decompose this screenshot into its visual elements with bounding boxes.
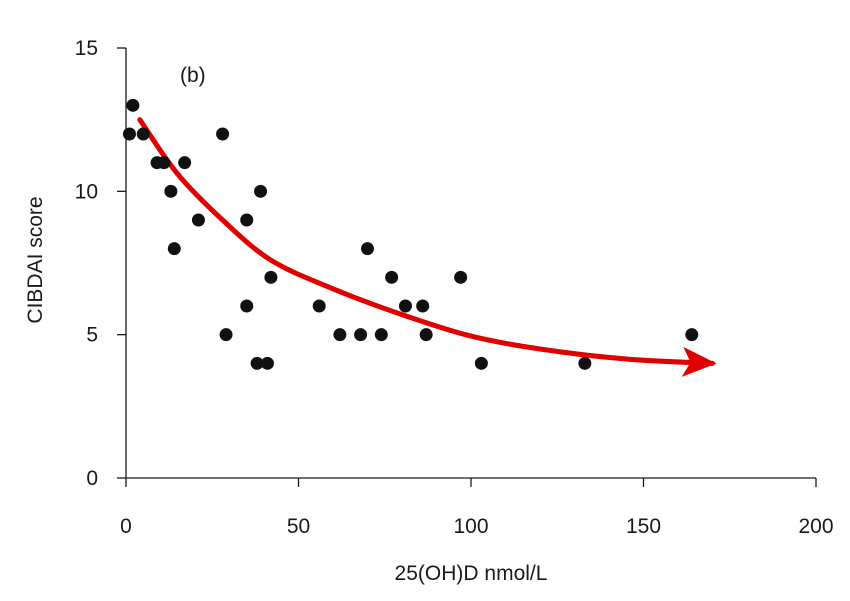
trend-curve — [137, 117, 715, 366]
y-tick-label: 0 — [86, 467, 98, 490]
trend-arrow-group — [137, 117, 717, 377]
data-points — [122, 98, 699, 370]
data-point — [374, 328, 388, 342]
panel-label: (b) — [180, 64, 206, 87]
trend-arrowhead — [681, 346, 717, 377]
y-tick-label: 5 — [86, 324, 98, 347]
x-tick-label: 100 — [453, 515, 488, 538]
data-point — [333, 328, 347, 342]
x-tick-label: 0 — [120, 515, 132, 538]
data-point — [260, 356, 274, 370]
x-tick-label: 200 — [798, 515, 833, 538]
data-point — [312, 299, 326, 313]
y-tick-label: 10 — [75, 180, 98, 203]
data-point — [264, 270, 278, 284]
data-point — [136, 127, 150, 141]
data-point — [361, 242, 374, 256]
data-point — [474, 356, 488, 370]
data-point — [240, 213, 254, 227]
data-point — [219, 328, 233, 342]
y-axis-label: CIBDAI score — [24, 196, 47, 323]
x-axis-label: 25(OH)D nmol/L — [395, 562, 548, 585]
data-point — [126, 98, 140, 112]
data-point — [254, 184, 268, 198]
axes — [125, 48, 816, 479]
data-point — [685, 328, 699, 342]
data-point — [167, 242, 181, 256]
data-point — [385, 270, 399, 284]
data-point — [578, 356, 592, 370]
x-tick-label: 150 — [626, 515, 661, 538]
data-point — [122, 127, 136, 141]
data-point — [416, 299, 430, 313]
data-point — [398, 299, 412, 313]
data-point — [178, 156, 192, 170]
data-point — [419, 328, 433, 342]
data-point — [191, 213, 205, 227]
data-point — [250, 356, 264, 370]
data-point — [454, 270, 468, 284]
data-point — [240, 299, 254, 313]
data-point — [354, 328, 368, 342]
y-tick-label: 15 — [75, 37, 98, 60]
data-point — [157, 156, 171, 170]
x-tick-label: 50 — [287, 515, 310, 538]
data-point — [216, 127, 230, 141]
ticks: 0 50 100 150 200 0 5 10 15 — [75, 37, 834, 538]
data-point — [164, 184, 178, 198]
